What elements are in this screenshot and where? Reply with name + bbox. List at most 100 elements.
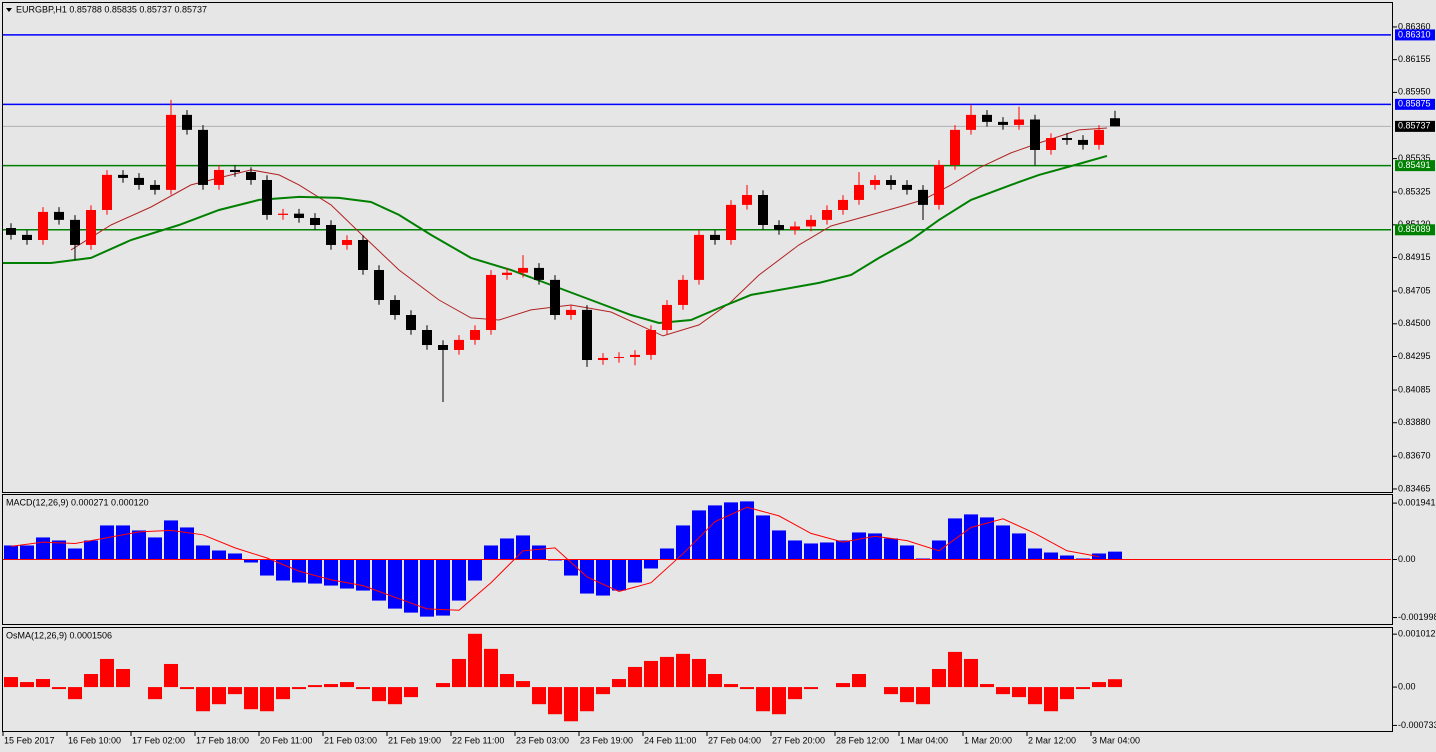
pane-group xyxy=(3,34,1391,402)
histogram-bar xyxy=(548,687,562,715)
histogram-bar xyxy=(1076,687,1090,690)
histogram-bar xyxy=(212,550,226,560)
candle-body xyxy=(870,179,880,185)
y-tick-label: 0.83465 xyxy=(1398,483,1431,493)
candle-body xyxy=(246,172,256,180)
candle-body xyxy=(518,267,528,273)
candle-body xyxy=(598,357,608,361)
histogram-bar xyxy=(340,682,354,688)
histogram-bar xyxy=(772,687,786,715)
candle-body xyxy=(950,129,960,165)
histogram-bar xyxy=(692,510,706,560)
histogram-bar xyxy=(356,687,370,690)
histogram-bar xyxy=(644,660,658,688)
level-label-box xyxy=(1395,224,1435,236)
y-tick-label: 0.00 xyxy=(1398,554,1416,564)
histogram-bar xyxy=(804,687,818,690)
candle-body xyxy=(838,199,848,210)
histogram-bar xyxy=(804,543,818,560)
histogram-bar xyxy=(836,683,850,688)
candle-body xyxy=(166,114,176,190)
y-tick-label: 0.85325 xyxy=(1398,186,1431,196)
candle-body xyxy=(694,234,704,280)
y-tick-label: 0.84295 xyxy=(1398,351,1431,361)
candle-body xyxy=(294,213,304,218)
histogram-bar xyxy=(468,633,482,688)
histogram-bar xyxy=(532,545,546,560)
y-tick-label: 0.001012 xyxy=(1398,629,1436,639)
histogram-bar xyxy=(932,668,946,688)
histogram-bar xyxy=(20,545,34,560)
histogram-bar xyxy=(788,687,802,700)
candle-body xyxy=(998,121,1008,125)
histogram-bar xyxy=(724,502,738,560)
histogram-bar xyxy=(788,540,802,560)
candle-body xyxy=(918,189,928,205)
candle-body xyxy=(390,300,400,316)
x-tick-label: 16 Feb 10:00 xyxy=(68,735,121,745)
candle-body xyxy=(646,330,656,355)
candle-body xyxy=(550,279,560,316)
level-label-box xyxy=(1395,29,1435,41)
level-label-box xyxy=(1395,98,1435,110)
histogram-bar xyxy=(1028,687,1042,705)
histogram-bar xyxy=(388,559,402,609)
x-tick-label: 27 Feb 04:00 xyxy=(708,735,761,745)
candle-body xyxy=(774,224,784,230)
candle-body xyxy=(1030,119,1040,150)
candle-body xyxy=(630,354,640,357)
histogram-bar xyxy=(996,525,1010,560)
histogram-bar xyxy=(100,525,114,560)
histogram-bar xyxy=(660,548,674,560)
candle-body xyxy=(278,213,288,215)
macd-title: MACD(12,26,9) 0.000271 0.000120 xyxy=(6,497,149,507)
histogram-bar xyxy=(468,559,482,581)
histogram-bar xyxy=(980,684,994,688)
candle-body xyxy=(902,184,912,190)
x-tick-label: 27 Feb 20:00 xyxy=(772,735,825,745)
level-label: 0.85875 xyxy=(1398,99,1431,109)
x-tick-label: 17 Feb 18:00 xyxy=(196,735,249,745)
histogram-bar xyxy=(676,653,690,688)
histogram-bar xyxy=(964,658,978,688)
histogram-bar xyxy=(372,687,386,702)
candle-body xyxy=(438,345,448,350)
histogram-bar xyxy=(1044,552,1058,560)
histogram-bar xyxy=(292,687,306,690)
histogram-bar xyxy=(452,559,466,601)
histogram-bar xyxy=(868,533,882,560)
histogram-bar xyxy=(116,668,130,688)
y-tick-label: 0.86155 xyxy=(1398,54,1431,64)
x-tick-label: 23 Feb 19:00 xyxy=(580,735,633,745)
y-tick-label: 0.85120 xyxy=(1398,219,1431,229)
candle-body xyxy=(134,177,144,185)
candle-body xyxy=(406,315,416,331)
x-tick-label: 20 Feb 11:00 xyxy=(260,735,312,745)
histogram-bar xyxy=(1060,687,1074,700)
histogram-bar xyxy=(164,520,178,560)
histogram-bar xyxy=(900,545,914,560)
candle-body xyxy=(230,169,240,173)
histogram-bar xyxy=(772,530,786,560)
histogram-bar xyxy=(1108,551,1122,560)
x-tick-label: 22 Feb 11:00 xyxy=(452,735,504,745)
histogram-bar xyxy=(612,559,626,591)
histogram-bar xyxy=(100,658,114,688)
histogram-bar xyxy=(596,559,610,596)
histogram-bar xyxy=(628,666,642,688)
histogram-bar xyxy=(980,517,994,560)
histogram-bar xyxy=(244,687,258,710)
x-tick-label: 28 Feb 12:00 xyxy=(836,735,889,745)
candle-body xyxy=(758,194,768,225)
histogram-bar xyxy=(532,687,546,705)
candle-body xyxy=(326,224,336,245)
histogram-bar xyxy=(644,559,658,569)
indicator-line xyxy=(70,127,1108,337)
y-tick-label: 0.83880 xyxy=(1398,417,1431,427)
last-price-label: 0.85737 xyxy=(1398,121,1431,131)
candle-body xyxy=(662,304,672,331)
candle-body xyxy=(422,330,432,346)
histogram-bar xyxy=(756,687,770,712)
x-tick-label: 15 Feb 2017 xyxy=(4,735,55,745)
y-tick-label: 0.84085 xyxy=(1398,384,1431,394)
